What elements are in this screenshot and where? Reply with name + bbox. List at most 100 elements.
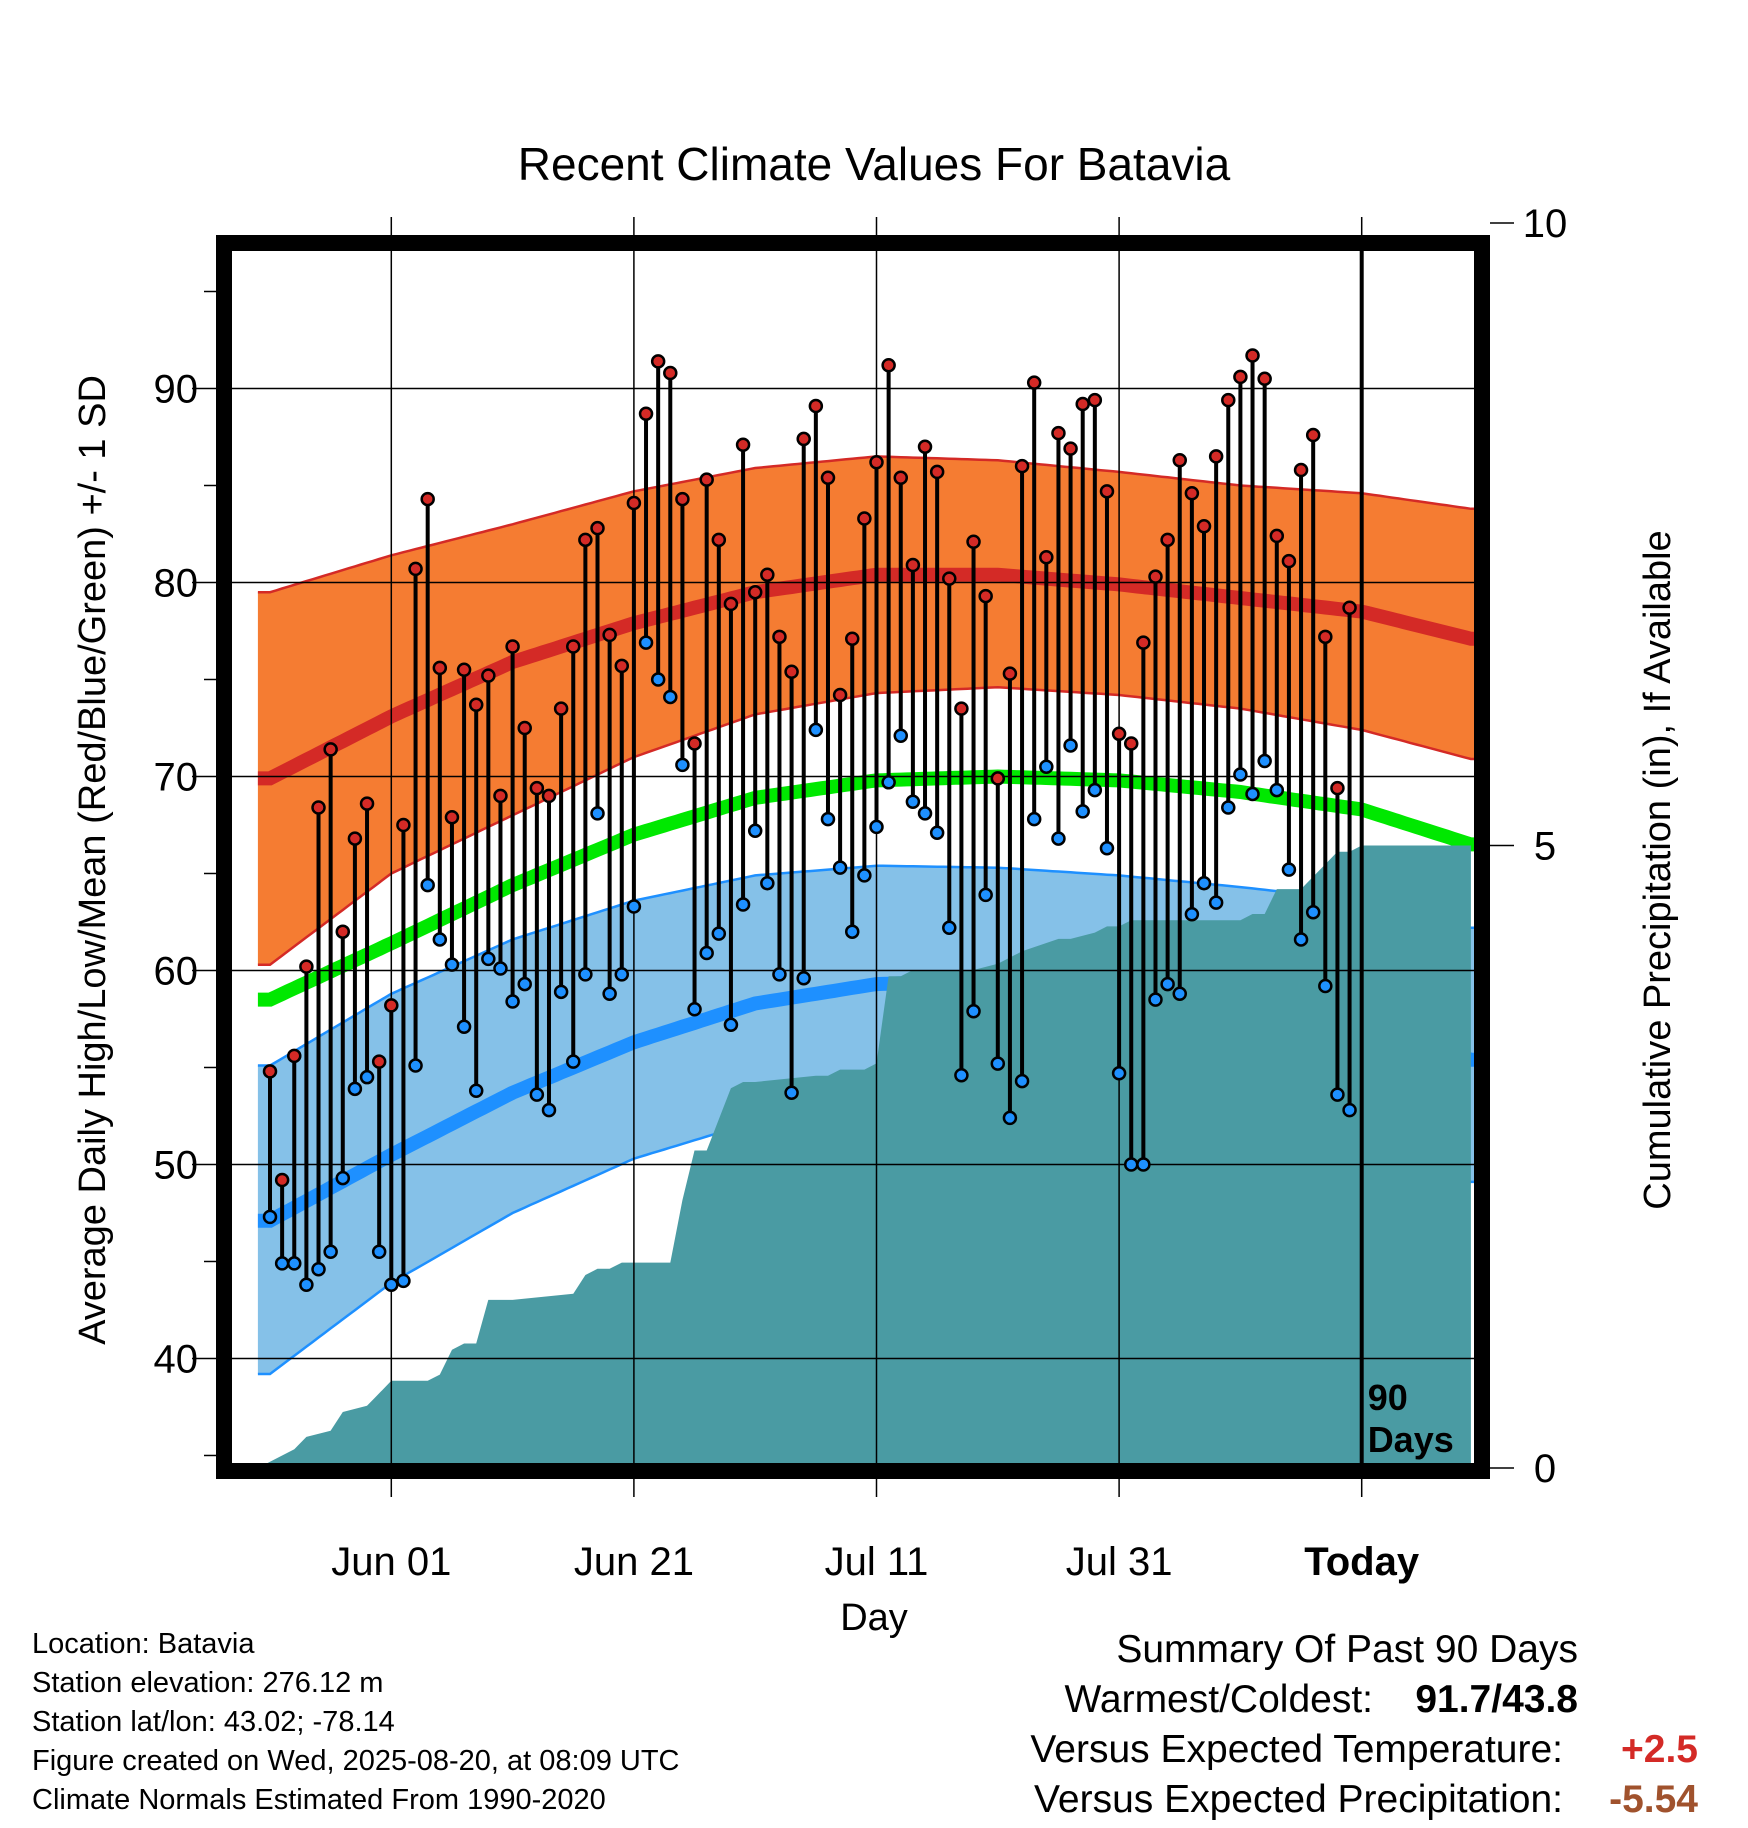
daily-high-point bbox=[675, 491, 690, 507]
daily-low-point bbox=[1087, 782, 1103, 798]
daily-high-point bbox=[1305, 427, 1321, 443]
daily-high-point bbox=[893, 470, 909, 485]
daily-high-point bbox=[481, 668, 496, 683]
daily-high-point bbox=[626, 495, 642, 511]
daily-low-point bbox=[371, 1244, 387, 1260]
daily-low-point bbox=[844, 924, 860, 939]
daily-high-point bbox=[954, 701, 969, 716]
daily-low-point bbox=[1342, 1102, 1357, 1118]
daily-low-point bbox=[881, 775, 896, 790]
daily-low-point bbox=[566, 1054, 581, 1069]
daily-high-point bbox=[942, 571, 957, 586]
daily-low-point bbox=[1196, 875, 1212, 891]
precipitation-anomaly-value: -5.54 bbox=[1609, 1778, 1698, 1821]
daily-low-point bbox=[638, 635, 654, 650]
daily-high-point bbox=[832, 687, 848, 703]
temperature-anomaly-value: +2.5 bbox=[1621, 1728, 1698, 1771]
daily-low-point bbox=[796, 970, 811, 986]
daily-high-point bbox=[1160, 532, 1175, 548]
daily-high-point bbox=[796, 431, 811, 447]
daily-low-point bbox=[481, 951, 496, 967]
daily-low-point bbox=[1136, 1157, 1151, 1172]
daily-high-point bbox=[420, 491, 435, 507]
daily-high-point bbox=[638, 406, 654, 421]
daily-low-point bbox=[1148, 992, 1163, 1007]
temperature-anomaly-label: Versus Expected Temperature: bbox=[1030, 1728, 1563, 1771]
daily-high-point bbox=[517, 720, 532, 736]
daily-low-point bbox=[917, 806, 933, 821]
daily-high-point bbox=[541, 788, 557, 804]
daily-high-point bbox=[929, 464, 945, 480]
daily-low-point bbox=[990, 1056, 1006, 1071]
daily-low-point bbox=[1111, 1066, 1127, 1081]
daily-low-point bbox=[966, 1003, 981, 1019]
daily-low-point bbox=[384, 1277, 399, 1293]
daily-high-point bbox=[1293, 462, 1309, 478]
daily-low-point bbox=[663, 689, 678, 705]
daily-high-point bbox=[905, 557, 921, 573]
daily-high-point bbox=[1281, 553, 1297, 569]
x-tick-label: Today bbox=[1304, 1540, 1420, 1584]
daily-low-point bbox=[626, 899, 642, 914]
station-info: Location: Batavia Station elevation: 276… bbox=[32, 1625, 680, 1820]
daily-high-point bbox=[723, 596, 739, 612]
daily-low-point bbox=[1002, 1110, 1018, 1126]
daily-high-point bbox=[578, 532, 593, 548]
daily-low-point bbox=[1245, 786, 1260, 802]
daily-low-point bbox=[1014, 1073, 1030, 1089]
period-label-number: 90 bbox=[1368, 1377, 1408, 1418]
daily-high-point bbox=[335, 924, 351, 939]
daily-low-point bbox=[614, 967, 630, 982]
precipitation-anomaly-label: Versus Expected Precipitation: bbox=[1034, 1778, 1563, 1821]
daily-high-point bbox=[1221, 392, 1236, 408]
daily-high-point bbox=[287, 1048, 302, 1064]
x-axis-title: Day bbox=[840, 1597, 908, 1639]
daily-high-point bbox=[747, 584, 763, 600]
daily-high-point bbox=[456, 662, 472, 678]
daily-low-point bbox=[1099, 841, 1115, 856]
daily-high-point bbox=[359, 796, 375, 811]
daily-high-point bbox=[881, 357, 896, 373]
daily-low-point bbox=[1063, 738, 1078, 753]
normals-text: Climate Normals Estimated From 1990-2020 bbox=[32, 1784, 606, 1816]
x-tick-label: Jul 11 bbox=[825, 1540, 929, 1584]
daily-high-point bbox=[566, 639, 581, 654]
daily-low-point bbox=[1305, 905, 1321, 920]
daily-high-point bbox=[1342, 600, 1357, 615]
daily-low-point bbox=[420, 877, 435, 893]
daily-low-point bbox=[468, 1083, 484, 1099]
daily-low-point bbox=[1039, 759, 1054, 775]
daily-high-point bbox=[735, 437, 751, 453]
normal-mean-line bbox=[257, 769, 1477, 1007]
daily-high-point bbox=[299, 959, 314, 974]
daily-low-point bbox=[578, 967, 593, 982]
daily-low-point bbox=[723, 1017, 739, 1033]
daily-low-point bbox=[287, 1256, 302, 1271]
latlon-text: Station lat/lon: 43.02; -78.14 bbox=[32, 1706, 395, 1738]
summary-heading: Summary Of Past 90 Days bbox=[1116, 1628, 1578, 1671]
y-axis-left-title: Average Daily High/Low/Mean (Red/Blue/Gr… bbox=[72, 375, 114, 1345]
daily-high-point bbox=[468, 697, 484, 712]
daily-low-point bbox=[1233, 767, 1248, 782]
daily-high-point bbox=[1257, 371, 1272, 387]
daily-low-point bbox=[1330, 1087, 1345, 1102]
daily-high-point bbox=[444, 809, 460, 825]
daily-low-point bbox=[1172, 986, 1187, 1002]
daily-high-point bbox=[760, 567, 775, 582]
daily-low-point bbox=[857, 868, 872, 883]
daily-high-point bbox=[432, 660, 448, 676]
daily-high-point bbox=[1269, 528, 1285, 544]
daily-low-point bbox=[735, 897, 751, 912]
high-band-upper-edge bbox=[257, 455, 1477, 594]
daily-high-point bbox=[1099, 484, 1115, 499]
daily-high-point bbox=[602, 627, 617, 643]
daily-high-point bbox=[990, 771, 1006, 786]
daily-low-point bbox=[541, 1102, 557, 1118]
daily-low-point bbox=[359, 1069, 375, 1085]
daily-low-point bbox=[456, 1019, 472, 1034]
daily-high-point bbox=[820, 470, 836, 485]
plot-frame bbox=[216, 235, 1490, 1479]
daily-low-point bbox=[529, 1087, 545, 1102]
